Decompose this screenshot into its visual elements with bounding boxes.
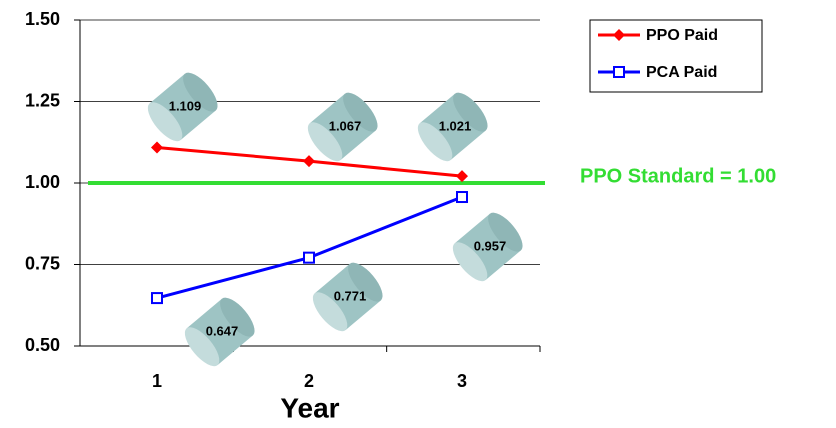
marker (304, 253, 314, 263)
y-tick-label: 1.25 (25, 90, 60, 110)
x-tick-label: 2 (304, 371, 314, 391)
marker (151, 141, 163, 153)
chart: Year 0.50 0.75 1.00 1.25 1.50 1 2 3 PPO Standard… (0, 0, 836, 428)
data-label: 0.957 (474, 238, 507, 253)
marker (456, 170, 468, 182)
y-tick-label: 0.50 (25, 335, 60, 355)
data-label: 1.109 (169, 98, 202, 113)
data-label: 1.021 (439, 118, 472, 133)
legend-label: PPO Paid (646, 27, 718, 44)
data-label: 0.771 (334, 288, 367, 303)
y-tick-label: 1.50 (25, 9, 60, 29)
reference-label: PPO Standard = 1.00 (580, 165, 776, 187)
data-label: 1.067 (329, 118, 362, 133)
x-axis-title: Year (280, 392, 339, 423)
marker (457, 192, 467, 202)
legend-marker (614, 67, 624, 77)
y-tick-label: 0.75 (25, 253, 60, 273)
legend-label: PCA Paid (646, 64, 717, 81)
y-tick-label: 1.00 (25, 172, 60, 192)
x-tick-label: 3 (457, 371, 467, 391)
marker (152, 293, 162, 303)
series-line (157, 197, 462, 298)
data-label: 0.647 (206, 323, 239, 338)
marker (303, 155, 315, 167)
x-tick-label: 1 (152, 371, 162, 391)
